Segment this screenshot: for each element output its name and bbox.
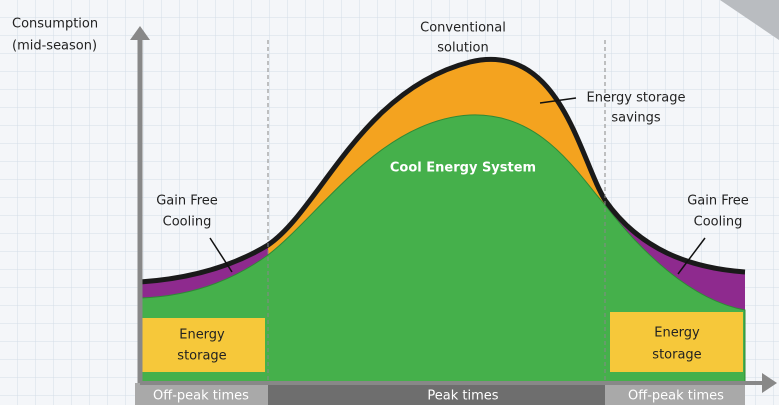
box-label: Energy	[179, 328, 225, 343]
annotation: Cool Energy System	[390, 161, 536, 176]
annotation: solution	[437, 41, 488, 56]
box-label: storage	[177, 349, 226, 364]
annotation: Cooling	[163, 215, 212, 230]
y-axis-label: Consumption	[12, 17, 98, 32]
box-label: storage	[652, 348, 701, 363]
annotation: Gain Free	[687, 194, 749, 209]
annotation: Energy storage	[586, 91, 685, 106]
y-axis-label: (mid-season)	[12, 39, 97, 54]
page: Consumption (mid-season) Conventional so…	[0, 0, 779, 405]
storage-box	[140, 318, 265, 372]
box-label: Energy	[654, 326, 700, 341]
annotation: Cooling	[694, 215, 743, 230]
annotation: Gain Free	[156, 194, 218, 209]
time-label: Off-peak times	[628, 389, 724, 404]
time-label: Peak times	[427, 389, 498, 404]
annotation: Conventional	[420, 21, 506, 36]
time-label: Off-peak times	[153, 389, 249, 404]
storage-box	[610, 312, 743, 372]
diagram: Consumption (mid-season) Conventional so…	[0, 0, 779, 405]
annotation: savings	[611, 111, 661, 126]
